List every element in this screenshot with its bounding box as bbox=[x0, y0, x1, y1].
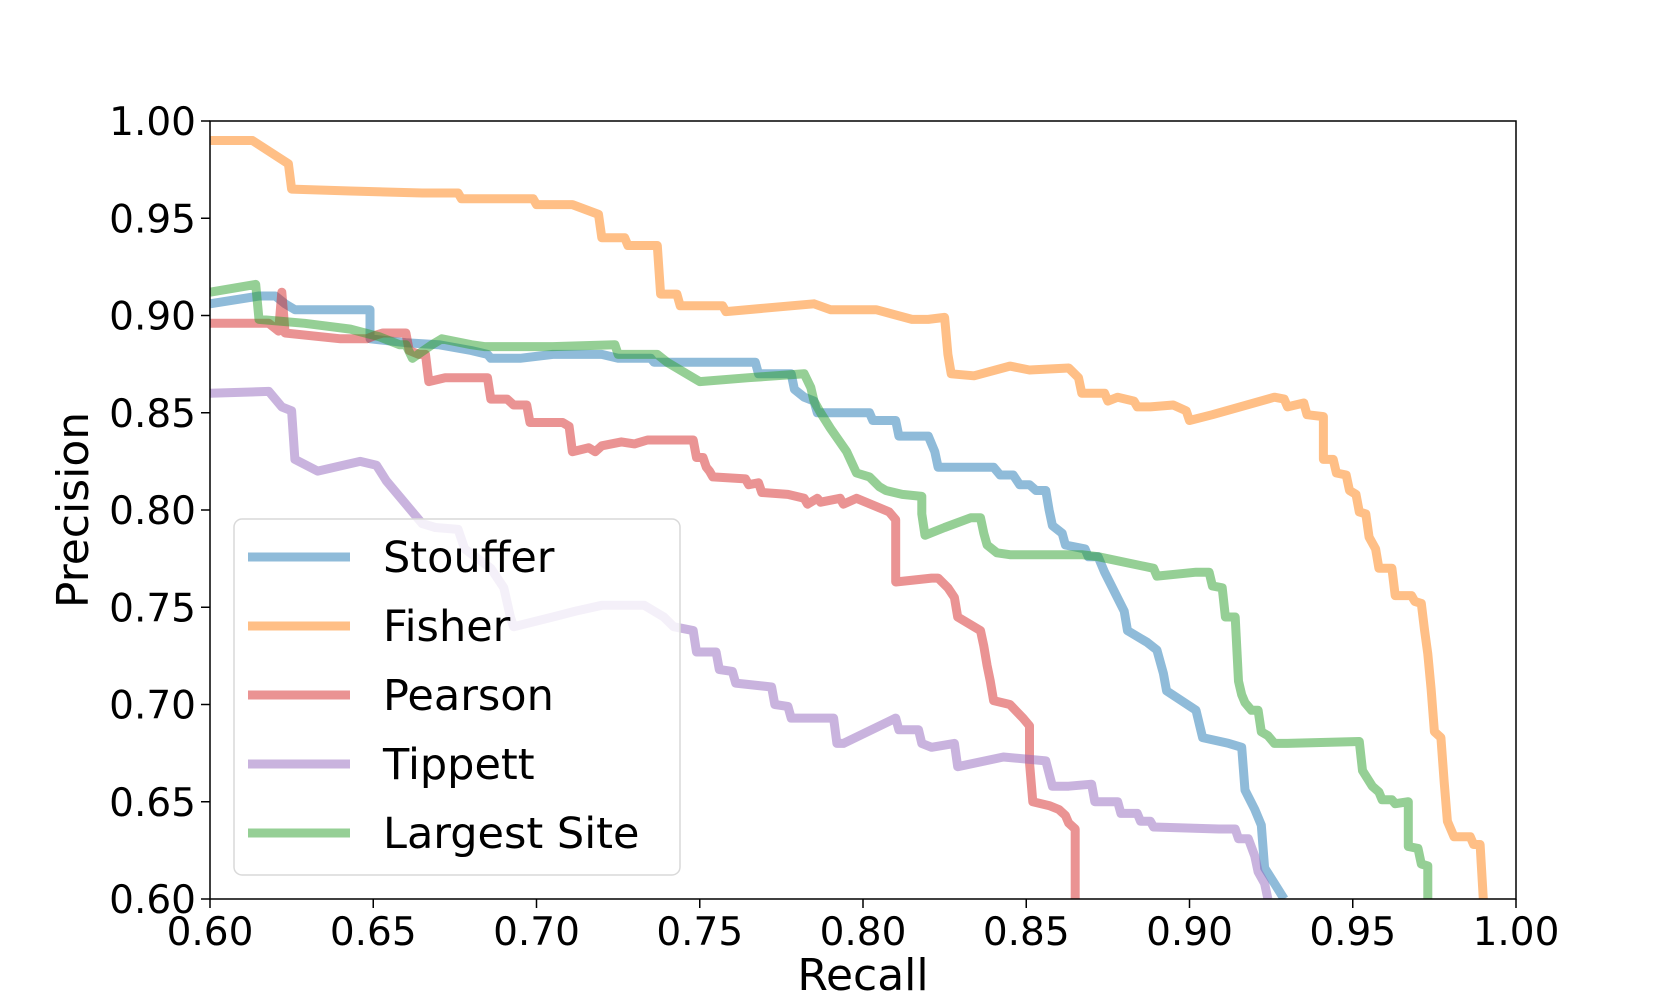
y-tick-label: 0.85 bbox=[109, 392, 196, 437]
x-tick-label: 0.85 bbox=[983, 910, 1070, 955]
y-tick-label: 0.60 bbox=[109, 878, 196, 923]
tick-layer: 0.60 0.65 0.70 0.75 0.80 0.85 0.90 0.95 1.00 0.60… bbox=[109, 100, 1559, 955]
x-tick-label: 1.00 bbox=[1473, 910, 1560, 955]
legend-box bbox=[233, 518, 681, 876]
y-tick-label: 0.70 bbox=[109, 684, 196, 729]
legend-label: Largest Site bbox=[383, 809, 639, 859]
legend: Stouffer Fisher Pearson Tippett Largest Site bbox=[233, 518, 681, 876]
x-tick-label: 0.60 bbox=[167, 910, 254, 955]
x-tick-label: 0.65 bbox=[330, 910, 417, 955]
y-tick-label: 0.95 bbox=[109, 197, 196, 242]
y-tick-label: 0.75 bbox=[109, 586, 196, 631]
y-tick-label: 0.80 bbox=[109, 489, 196, 534]
legend-label: Tippett bbox=[382, 740, 535, 790]
series-line-fisher bbox=[210, 136, 1488, 899]
y-tick-label: 0.65 bbox=[109, 781, 196, 826]
y-tick-label: 1.00 bbox=[109, 100, 196, 145]
x-tick-label: 0.95 bbox=[1309, 910, 1396, 955]
x-tick-label: 0.75 bbox=[656, 910, 743, 955]
series-line-largest-site bbox=[210, 279, 1433, 899]
legend-label: Pearson bbox=[383, 671, 554, 721]
series-line-stouffer bbox=[210, 291, 1289, 899]
x-axis-label: Recall bbox=[797, 950, 928, 997]
legend-label: Stouffer bbox=[383, 533, 555, 583]
x-tick-label: 0.70 bbox=[493, 910, 580, 955]
x-tick-label: 0.90 bbox=[1146, 910, 1233, 955]
x-tick-label: 0.80 bbox=[820, 910, 907, 955]
y-tick-label: 0.90 bbox=[109, 295, 196, 340]
y-axis-label: Precision bbox=[48, 412, 99, 608]
legend-label: Fisher bbox=[383, 602, 511, 652]
